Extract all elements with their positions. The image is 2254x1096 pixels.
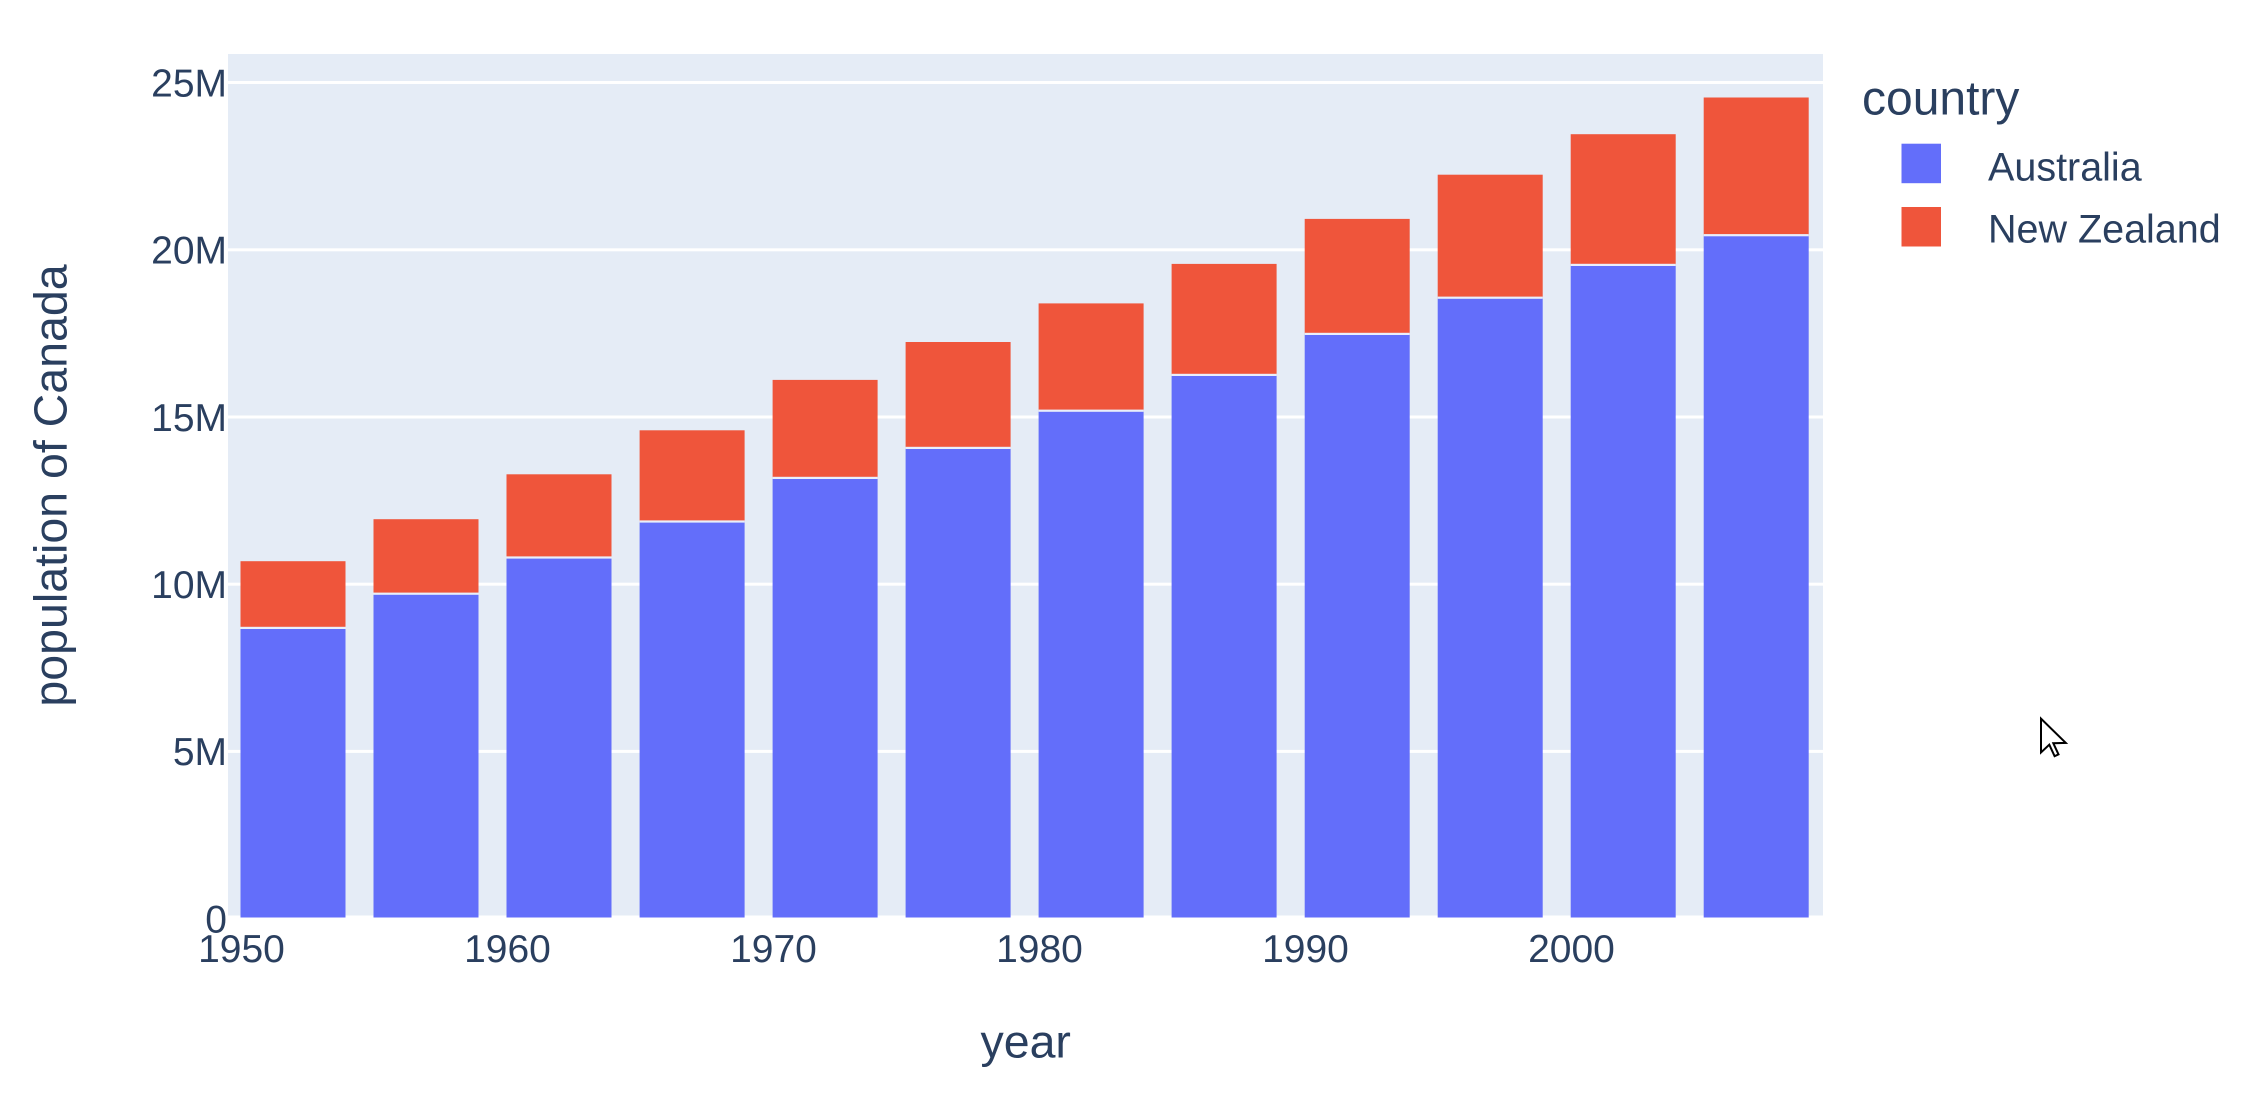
- svg-text:New Zealand: New Zealand: [1988, 208, 2221, 252]
- svg-text:15M: 15M: [151, 397, 227, 440]
- svg-text:1950: 1950: [198, 928, 285, 971]
- svg-text:1980: 1980: [996, 928, 1083, 971]
- svg-text:1990: 1990: [1262, 928, 1349, 971]
- svg-text:0: 0: [205, 898, 227, 941]
- svg-text:20M: 20M: [151, 230, 227, 273]
- svg-text:2000: 2000: [1528, 928, 1615, 971]
- svg-text:year: year: [980, 1016, 1070, 1068]
- svg-text:1970: 1970: [730, 928, 817, 971]
- svg-text:5M: 5M: [173, 731, 227, 774]
- svg-text:Australia: Australia: [1988, 146, 2142, 190]
- svg-text:10M: 10M: [151, 564, 227, 607]
- svg-text:25M: 25M: [151, 62, 227, 105]
- svg-text:country: country: [1862, 73, 2019, 126]
- svg-text:1960: 1960: [464, 928, 551, 971]
- svg-text:population of Canada: population of Canada: [25, 264, 77, 706]
